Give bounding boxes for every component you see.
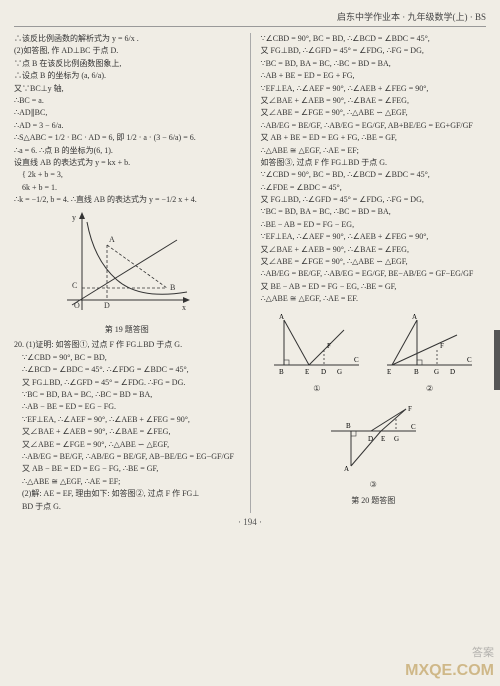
text-line: ∴AB − BE = ED = EG − FG. — [14, 401, 240, 413]
figure-20-caption: 第 20 题答图 — [261, 495, 487, 506]
svg-text:D: D — [321, 368, 326, 376]
text-line: ∴a = 6. ∴点 B 的坐标为(6, 1). — [14, 145, 240, 157]
text-line: ∴∠BCD = ∠BDC = 45°. ∴∠FDG = ∠BDC = 45°, — [14, 364, 240, 376]
figure-20-3: A B D E G F C — [326, 401, 421, 476]
svg-text:G: G — [434, 368, 439, 376]
text-line: ∴△ABE ≅ △EGF, ∴AE = EF. — [261, 293, 487, 305]
svg-text:C: C — [411, 423, 416, 431]
svg-text:G: G — [394, 435, 399, 443]
page-number: · 194 · — [14, 517, 486, 527]
figure-20-2-label: ② — [382, 384, 477, 393]
svg-text:B: B — [346, 422, 351, 430]
svg-text:F: F — [327, 342, 331, 350]
text-line: ∴BC = a. — [14, 95, 240, 107]
text-line: ∴AD∥BC, — [14, 107, 240, 119]
text-line: 又 AB + BE = ED = EG + FG, ∴BE = GF, — [261, 132, 487, 144]
svg-text:E: E — [305, 368, 309, 376]
text-line: 又∠ABE = ∠FGE = 90°, ∴△ABE ∽ △EGF, — [261, 107, 487, 119]
text-line: 又 FG⊥BD, ∴∠GFD = 45° = ∠FDG. ∴FG = DG. — [14, 377, 240, 389]
text-line: 6k + b = 1. — [14, 182, 240, 194]
column-divider — [250, 33, 251, 513]
text-line: 如答图③, 过点 F 作 FG⊥BD 于点 G. — [261, 157, 487, 169]
text-line: ∴S△ABC = 1/2 · BC · AD = 6, 即 1/2 · a · … — [14, 132, 240, 144]
text-line: ∵EF⊥EA, ∴∠AEF = 90°, ∴∠AEB + ∠FEG = 90°, — [14, 414, 240, 426]
svg-text:A: A — [279, 313, 284, 321]
text-line: ∵BC = BD, BA = BC, ∴BC = BD = BA, — [14, 389, 240, 401]
svg-text:A: A — [412, 313, 417, 321]
svg-text:D: D — [104, 301, 110, 310]
figure-20-1: A B E D F G C — [269, 310, 364, 380]
text-line: ∵BC = BD, BA = BC, ∴BC = BD = BA, — [261, 206, 487, 218]
text-line: ∴△ABE ≅ △EGF, ∴AE = EF; — [14, 476, 240, 488]
svg-text:B: B — [170, 283, 175, 292]
text-line: ∵∠CBD = 90°, BC = BD, ∴∠BCD = ∠BDC = 45°… — [261, 33, 487, 45]
figure-19-caption: 第 19 题答图 — [14, 324, 240, 335]
text-line: ∵∠CBD = 90°, BC = BD, ∴∠BCD = ∠BDC = 45°… — [261, 169, 487, 181]
text-line: 又∠BAE + ∠AEB = 90°, ∴∠BAE = ∠FEG, — [14, 426, 240, 438]
text-line: (2)解: AE = EF, 理由如下: 如答图②, 过点 F 作 FG⊥ — [14, 488, 240, 500]
text-line: ∵EF⊥EA, ∴∠AEF = 90°, ∴∠AEB + ∠FEG = 90°, — [261, 83, 487, 95]
svg-text:B: B — [279, 368, 284, 376]
svg-text:B: B — [414, 368, 419, 376]
side-tab — [494, 330, 500, 390]
text-line: 又 BE − AB = ED = FG − EG, ∴BE = GF, — [261, 281, 487, 293]
text-line: { 2k + b = 3, — [14, 169, 240, 181]
text-line: ∵点 B 在该反比例函数图象上, — [14, 58, 240, 70]
text-line: 又 FG⊥BD, ∴∠GFD = 45° = ∠FDG, ∴FG = DG, — [261, 194, 487, 206]
svg-text:F: F — [408, 405, 412, 413]
text-line: ∴AB + BE = ED = EG + FG, — [261, 70, 487, 82]
left-column: ∴该反比例函数的解析式为 y = 6/x . (2)如答图, 作 AD⊥BC 于… — [14, 33, 240, 513]
svg-text:A: A — [344, 465, 349, 473]
svg-text:G: G — [337, 368, 342, 376]
text-line: ∵EF⊥EA, ∴∠AEF = 90°, ∴∠AEB + ∠FEG = 90°, — [261, 231, 487, 243]
svg-text:y: y — [72, 213, 76, 222]
text-line: 又∠BAE + ∠AEB = 90°, ∴∠BAE = ∠FEG, — [261, 95, 487, 107]
text-line: ∴AB/EG = BE/GF, ∴AB/EG = EG/GF, BE−AB/EG… — [261, 268, 487, 280]
text-line: ∴△ABE ≅ △EGF, ∴AE = EF; — [261, 145, 487, 157]
text-line: 又∠ABE = ∠FGE = 90°, ∴△ABE ∽ △EGF, — [14, 439, 240, 451]
text-line: ∴∠FDE = ∠BDC = 45°, — [261, 182, 487, 194]
figure-20-2: A E B G F D C — [382, 310, 477, 380]
text-line: ∴AD = 3 − 6/a. — [14, 120, 240, 132]
text-line: ∴该反比例函数的解析式为 y = 6/x . — [14, 33, 240, 45]
figure-20-row2: A B D E G F C ③ — [261, 401, 487, 493]
page-header: 启东中学作业本 · 九年级数学(上) · BS — [14, 10, 486, 27]
svg-text:F: F — [440, 342, 444, 350]
watermark-text-bottom: MXQE.COM — [405, 662, 494, 680]
text-line: ∴AB/EG = BE/GF, ∴AB/EG = BE/GF, AB−BE/EG… — [14, 451, 240, 463]
watermark-text-top: 答案 — [472, 644, 494, 660]
text-line: 又 AB − BE = ED = EG − FG, ∴BE = GF, — [14, 463, 240, 475]
svg-text:D: D — [450, 368, 455, 376]
text-line: ∵∠CBD = 90°, BC = BD, — [14, 352, 240, 364]
text-line: (2)如答图, 作 AD⊥BC 于点 D. — [14, 45, 240, 57]
figure-20-row1: A B E D F G C ① — [261, 310, 487, 397]
svg-text:E: E — [381, 435, 385, 443]
text-line: ∴AB/EG = BE/GF, ∴AB/EG = EG/GF, AB+BE/EG… — [261, 120, 487, 132]
text-line: 又∠ABE = ∠FGE = 90°, ∴△ABE ∽ △EGF, — [261, 256, 487, 268]
text-line: ∴BE − AB = ED = FG − EG, — [261, 219, 487, 231]
svg-text:E: E — [387, 368, 391, 376]
text-line: 又 FG⊥BD, ∴∠GFD = 45° = ∠FDG, ∴FG = DG, — [261, 45, 487, 57]
svg-text:O: O — [74, 301, 80, 310]
svg-text:D: D — [368, 435, 373, 443]
content-columns: ∴该反比例函数的解析式为 y = 6/x . (2)如答图, 作 AD⊥BC 于… — [14, 33, 486, 513]
text-line: ∴设点 B 的坐标为 (a, 6/a). — [14, 70, 240, 82]
text-line: ∵BC = BD, BA = BC, ∴BC = BD = BA, — [261, 58, 487, 70]
svg-text:C: C — [72, 281, 77, 290]
figure-20-3-label: ③ — [326, 480, 421, 489]
right-column: ∵∠CBD = 90°, BC = BD, ∴∠BCD = ∠BDC = 45°… — [261, 33, 487, 513]
svg-text:C: C — [354, 356, 359, 364]
figure-20-1-label: ① — [269, 384, 364, 393]
svg-text:A: A — [109, 235, 115, 244]
svg-text:x: x — [182, 303, 186, 312]
figure-19: O A B C D x y — [62, 210, 192, 320]
svg-text:C: C — [467, 356, 472, 364]
text-line: 又∠BAE + ∠AEB = 90°, ∴∠BAE = ∠FEG, — [261, 244, 487, 256]
text-line: 设直线 AB 的表达式为 y = kx + b. — [14, 157, 240, 169]
text-line: BD 于点 G. — [14, 501, 240, 513]
text-line: 20. (1)证明: 如答图①, 过点 F 作 FG⊥BD 于点 G. — [14, 339, 240, 351]
text-line: ∴k = −1/2, b = 4. ∴直线 AB 的表达式为 y = −1/2 … — [14, 194, 240, 206]
text-line: 又∵BC⊥y 轴, — [14, 83, 240, 95]
